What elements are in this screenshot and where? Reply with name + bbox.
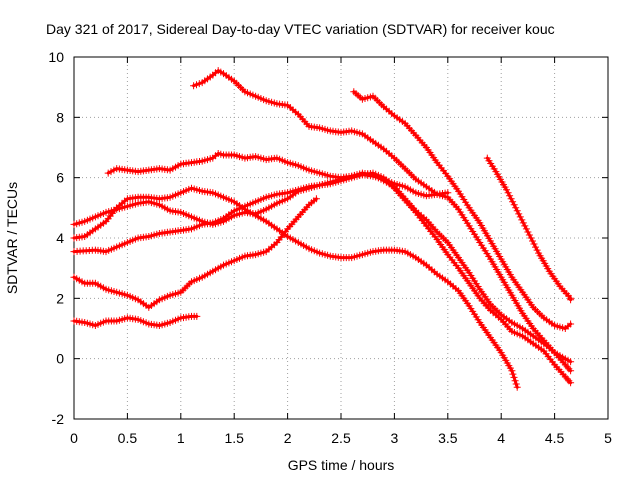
plus-markers xyxy=(70,195,320,311)
y-tick-label: -2 xyxy=(52,411,65,427)
y-tick-label: 0 xyxy=(56,351,64,367)
y-tick-label: 6 xyxy=(56,170,64,186)
x-tick-label: 0 xyxy=(70,430,78,446)
x-tick-label: 2.5 xyxy=(331,430,351,446)
series-trace-6 xyxy=(104,150,575,366)
x-axis-label: GPS time / hours xyxy=(288,457,395,473)
plus-markers xyxy=(483,154,575,304)
x-tick-label: 0.5 xyxy=(118,430,138,446)
chart-title: Day 321 of 2017, Sidereal Day-to-day VTE… xyxy=(46,21,555,37)
series-trace-5 xyxy=(70,169,575,387)
y-tick-label: 10 xyxy=(48,49,64,65)
x-tick-label: 1 xyxy=(177,430,185,446)
series-trace-9 xyxy=(483,154,575,304)
series-trace-2 xyxy=(70,195,320,311)
plus-markers xyxy=(70,312,201,329)
plus-markers xyxy=(190,67,575,375)
y-tick-label: 8 xyxy=(56,109,64,125)
plus-markers xyxy=(70,169,575,387)
x-tick-label: 5 xyxy=(604,430,612,446)
x-tick-label: 4 xyxy=(497,430,505,446)
series-trace-7 xyxy=(190,67,575,375)
y-tick-label: 2 xyxy=(56,290,64,306)
series-line xyxy=(485,156,573,302)
x-tick-label: 3.5 xyxy=(438,430,458,446)
x-tick-label: 4.5 xyxy=(545,430,565,446)
x-tick-label: 2 xyxy=(284,430,292,446)
series-trace-4 xyxy=(70,184,521,391)
plus-markers xyxy=(104,150,575,366)
x-tick-label: 1.5 xyxy=(224,430,244,446)
data-marks xyxy=(70,67,575,391)
plus-markers xyxy=(70,184,521,391)
x-tick-label: 3 xyxy=(391,430,399,446)
series-trace-1 xyxy=(70,312,201,329)
grid-lines xyxy=(74,57,608,419)
y-tick-label: 4 xyxy=(56,230,64,246)
y-axis-label: SDTVAR / TECUs xyxy=(4,182,20,294)
series-trace-8 xyxy=(350,88,575,332)
axis-ticks: 0 0.5 1 1.5 2 2.5 3 3.5 4 4.5 5 -2 0 2 4 6 8 10 xyxy=(48,49,612,446)
plus-markers xyxy=(350,88,575,332)
